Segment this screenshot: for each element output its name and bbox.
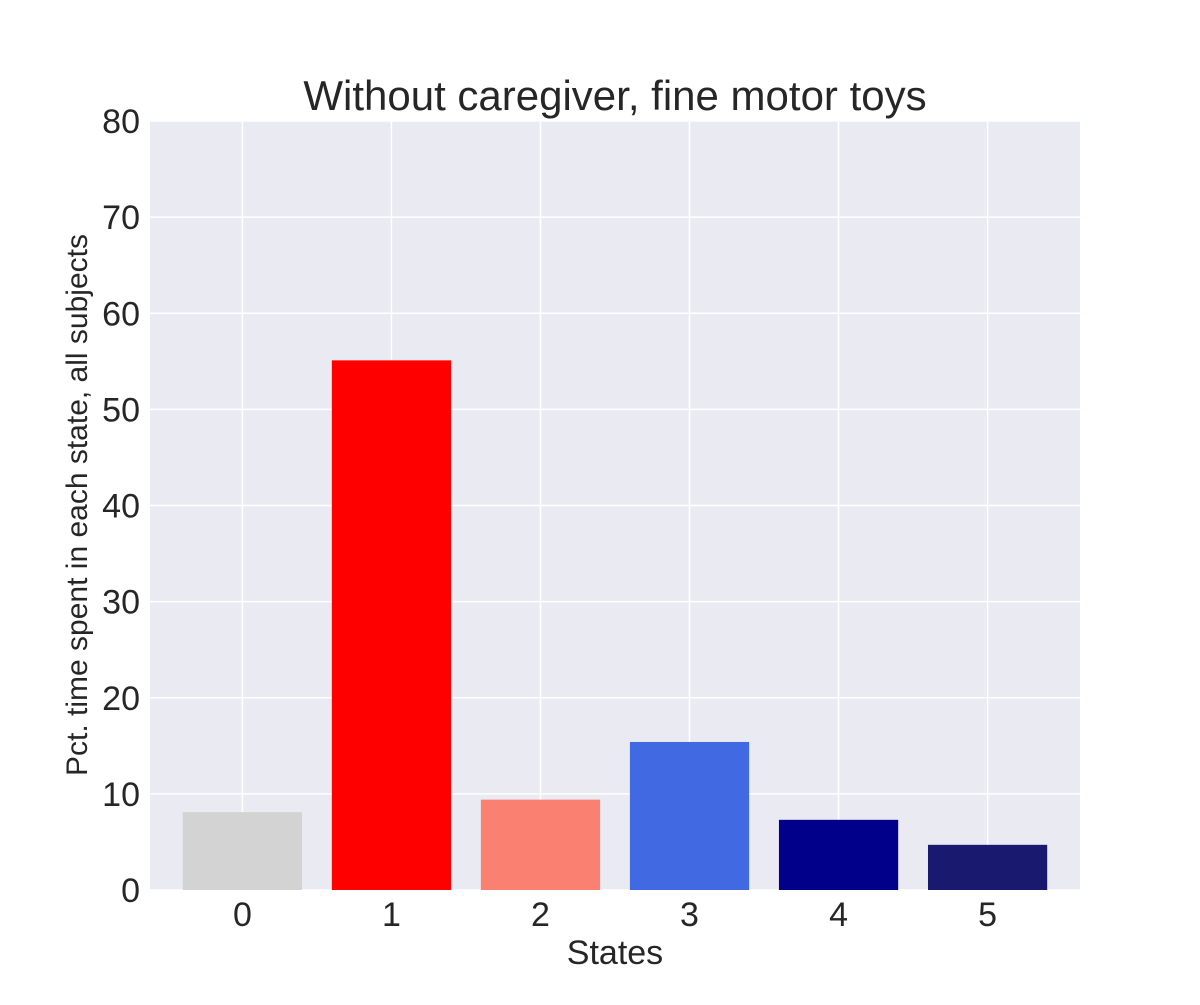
x-tick-label: 3	[680, 896, 699, 934]
x-tick-label: 2	[531, 896, 550, 934]
bar-state-5	[927, 844, 1048, 890]
y-tick-label: 30	[102, 584, 140, 622]
x-tick-label: 5	[978, 896, 997, 934]
bars	[182, 360, 1048, 890]
y-tick-label: 70	[102, 199, 140, 237]
y-tick-label: 40	[102, 488, 140, 526]
bar-state-3	[629, 741, 750, 890]
y-axis-label: Pct. time spent in each state, all subje…	[61, 234, 94, 776]
x-tick-label: 0	[233, 896, 252, 934]
y-tick-label: 20	[102, 680, 140, 718]
bar-state-2	[480, 799, 601, 890]
y-tick-label: 60	[102, 295, 140, 333]
y-tick-labels: 0 10 20 30 40 50 60 70 80	[102, 103, 140, 910]
x-tick-label: 1	[382, 896, 401, 934]
bar-state-1	[331, 360, 452, 890]
x-axis-label: States	[567, 934, 663, 972]
y-tick-label: 0	[121, 872, 140, 910]
y-tick-label: 10	[102, 776, 140, 814]
x-tick-label: 4	[829, 896, 848, 934]
x-tick-labels: 0 1 2 3 4 5	[233, 896, 997, 934]
chart-title: Without caregiver, fine motor toys	[303, 72, 926, 119]
y-tick-label: 50	[102, 391, 140, 429]
bar-state-0	[182, 812, 303, 890]
y-tick-label: 80	[102, 103, 140, 141]
bar-state-4	[778, 819, 899, 890]
